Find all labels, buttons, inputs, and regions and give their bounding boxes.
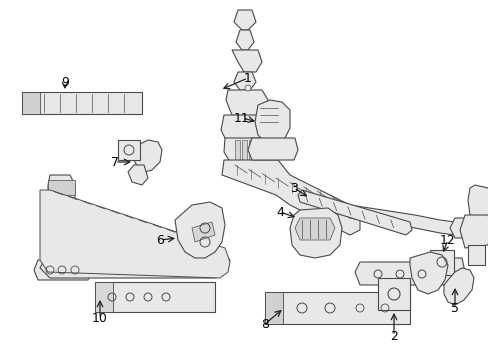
Bar (264, 292, 409, 324)
Text: 8: 8 (261, 318, 268, 330)
Polygon shape (339, 205, 457, 235)
Bar (264, 292, 283, 324)
Polygon shape (175, 202, 224, 258)
Polygon shape (297, 190, 411, 235)
Bar (429, 250, 453, 275)
Polygon shape (354, 262, 459, 285)
Polygon shape (254, 100, 289, 145)
Polygon shape (409, 252, 447, 294)
Polygon shape (452, 258, 464, 285)
Text: 12: 12 (439, 234, 455, 247)
Text: 1: 1 (244, 72, 251, 85)
Polygon shape (34, 260, 92, 280)
Polygon shape (247, 138, 297, 160)
Text: 10: 10 (92, 311, 108, 324)
Polygon shape (222, 160, 359, 235)
Polygon shape (263, 140, 267, 160)
Polygon shape (459, 215, 488, 248)
Text: 3: 3 (289, 181, 297, 194)
Polygon shape (467, 185, 488, 220)
Polygon shape (236, 30, 253, 50)
Polygon shape (294, 218, 334, 240)
Text: 2: 2 (389, 329, 397, 342)
Text: 4: 4 (276, 206, 284, 219)
Polygon shape (449, 218, 484, 238)
Text: 9: 9 (61, 76, 69, 89)
Polygon shape (289, 208, 341, 258)
Polygon shape (48, 180, 75, 195)
Polygon shape (128, 165, 148, 185)
Text: 5: 5 (450, 302, 458, 315)
Text: 6: 6 (156, 234, 163, 247)
Polygon shape (225, 90, 267, 120)
Circle shape (244, 85, 250, 91)
Polygon shape (256, 140, 261, 160)
Text: 11: 11 (234, 112, 249, 125)
Text: 7: 7 (111, 156, 119, 168)
Bar (95, 282, 215, 312)
Polygon shape (221, 115, 274, 140)
Polygon shape (234, 72, 256, 90)
Polygon shape (443, 268, 473, 305)
Polygon shape (242, 140, 246, 160)
Polygon shape (235, 140, 240, 160)
Polygon shape (48, 175, 75, 268)
Polygon shape (224, 138, 278, 162)
Polygon shape (192, 222, 215, 242)
Polygon shape (467, 245, 484, 265)
Bar (22, 92, 40, 114)
Polygon shape (269, 140, 274, 160)
Polygon shape (40, 250, 229, 278)
Polygon shape (235, 140, 247, 152)
Bar (377, 278, 409, 310)
Polygon shape (251, 140, 264, 152)
Bar (95, 282, 113, 312)
Polygon shape (234, 10, 256, 30)
Bar (22, 92, 142, 114)
Bar (118, 140, 140, 160)
Polygon shape (40, 190, 229, 278)
Polygon shape (134, 140, 162, 172)
Polygon shape (248, 140, 253, 160)
Polygon shape (231, 50, 262, 72)
